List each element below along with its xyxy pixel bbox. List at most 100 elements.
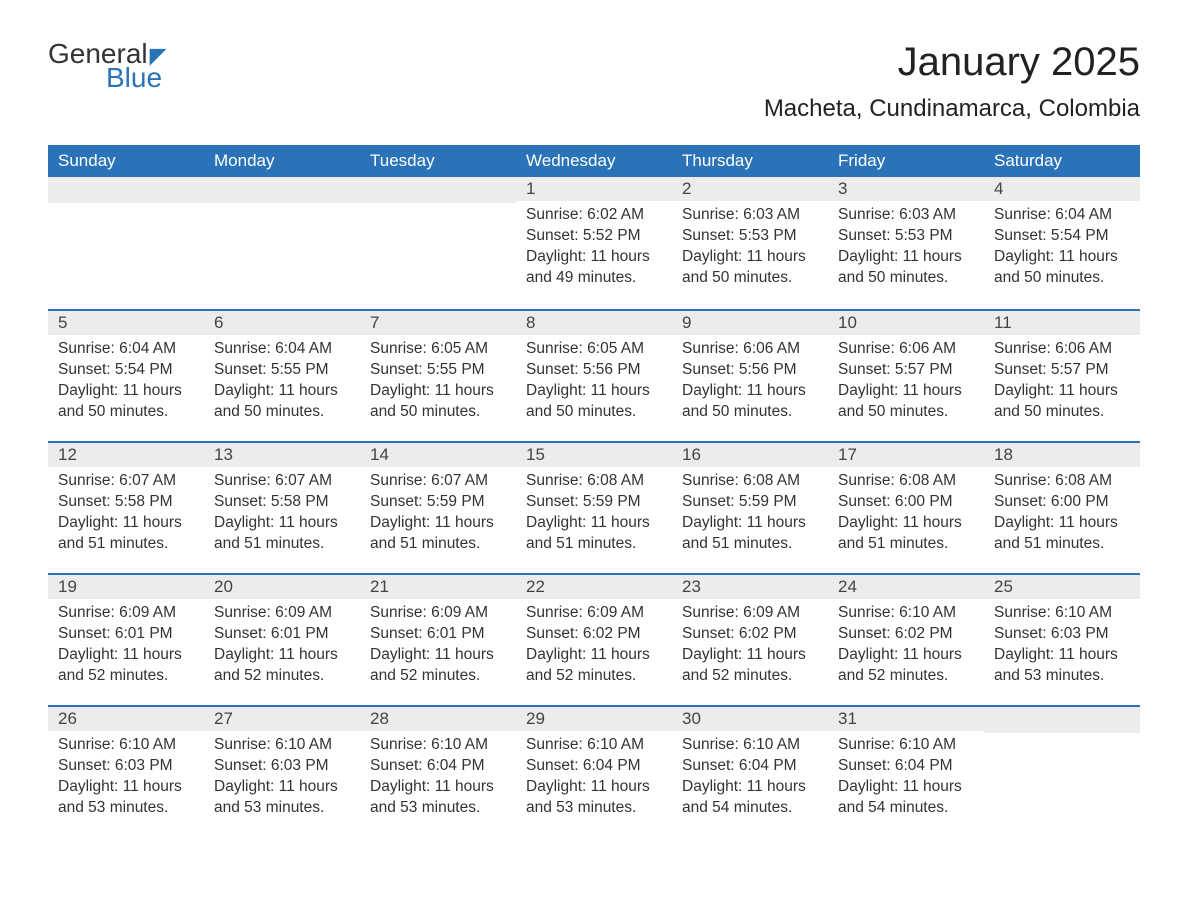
sunset-value: 5:55 PM [271,361,329,378]
daylight-line: Daylight: 11 hours and 50 minutes. [838,381,974,423]
sunrise-label: Sunrise: [58,340,119,357]
day-number: 10 [838,313,857,332]
day-number-bar: 18 [984,441,1140,467]
day-number: 25 [994,577,1013,596]
day-number: 15 [526,445,545,464]
sunset-label: Sunset: [838,361,895,378]
calendar-cell: 28Sunrise: 6:10 AMSunset: 6:04 PMDayligh… [360,705,516,837]
sunset-line: Sunset: 5:58 PM [214,492,350,513]
sunset-value: 6:03 PM [271,757,329,774]
day-number: 31 [838,709,857,728]
day-number-bar: 16 [672,441,828,467]
sunrise-label: Sunrise: [682,340,743,357]
calendar-cell [48,177,204,309]
sunset-label: Sunset: [526,361,583,378]
day-details: Sunrise: 6:04 AMSunset: 5:54 PMDaylight:… [48,335,204,431]
calendar-week-row: 19 Sunrise: 6:09 AMSunset: 6:01 PMDayligh… [48,573,1140,705]
sunset-label: Sunset: [58,757,115,774]
sunrise-line: Sunrise: 6:06 AM [838,339,974,360]
day-number-bar: 2 [672,177,828,201]
daylight-line: Daylight: 11 hours and 50 minutes. [994,247,1130,289]
calendar-cell: 27Sunrise: 6:10 AMSunset: 6:03 PMDayligh… [204,705,360,837]
daylight-label: Daylight: [526,248,591,265]
sunset-label: Sunset: [682,757,739,774]
sunset-value: 5:52 PM [583,227,641,244]
sunset-line: Sunset: 5:55 PM [214,360,350,381]
calendar-table: SundayMondayTuesdayWednesdayThursdayFrid… [48,145,1140,837]
sunrise-value: 6:03 AM [743,206,800,223]
sunset-line: Sunset: 6:01 PM [370,624,506,645]
sunrise-label: Sunrise: [838,736,899,753]
daylight-line: Daylight: 11 hours and 52 minutes. [214,645,350,687]
day-details: Sunrise: 6:10 AMSunset: 6:03 PMDaylight:… [48,731,204,827]
sunrise-value: 6:04 AM [275,340,332,357]
sunset-label: Sunset: [58,493,115,510]
sunset-label: Sunset: [994,625,1051,642]
calendar-cell: 24Sunrise: 6:10 AMSunset: 6:02 PMDayligh… [828,573,984,705]
sunset-label: Sunset: [370,493,427,510]
daylight-line: Daylight: 11 hours and 51 minutes. [370,513,506,555]
sunrise-line: Sunrise: 6:03 AM [838,205,974,226]
sunset-line: Sunset: 6:02 PM [526,624,662,645]
sunrise-line: Sunrise: 6:07 AM [214,471,350,492]
day-details: Sunrise: 6:09 AMSunset: 6:02 PMDaylight:… [672,599,828,695]
brand-logo: General ◤ Blue [48,40,167,92]
weekday-header: Saturday [984,145,1140,177]
day-number-bar: 11 [984,309,1140,335]
sunset-line: Sunset: 6:04 PM [526,756,662,777]
sunset-label: Sunset: [526,625,583,642]
daylight-label: Daylight: [682,248,747,265]
daylight-label: Daylight: [58,514,123,531]
calendar-cell [984,705,1140,837]
daylight-label: Daylight: [526,382,591,399]
day-details: Sunrise: 6:03 AMSunset: 5:53 PMDaylight:… [828,201,984,297]
day-details: Sunrise: 6:03 AMSunset: 5:53 PMDaylight:… [672,201,828,297]
daylight-line: Daylight: 11 hours and 54 minutes. [838,777,974,819]
sunrise-label: Sunrise: [682,736,743,753]
sunrise-line: Sunrise: 6:02 AM [526,205,662,226]
calendar-week-row: 12Sunrise: 6:07 AMSunset: 5:58 PMDayligh… [48,441,1140,573]
day-number: 22 [526,577,545,596]
daylight-line: Daylight: 11 hours and 52 minutes. [370,645,506,687]
day-details: Sunrise: 6:09 AMSunset: 6:01 PMDaylight:… [360,599,516,695]
sunrise-value: 6:10 AM [743,736,800,753]
daylight-line: Daylight: 11 hours and 49 minutes. [526,247,662,289]
sunrise-line: Sunrise: 6:04 AM [58,339,194,360]
day-number: 20 [214,577,233,596]
sunrise-line: Sunrise: 6:10 AM [526,735,662,756]
day-number-bar: 27 [204,705,360,731]
sunrise-label: Sunrise: [682,604,743,621]
sunrise-value: 6:05 AM [587,340,644,357]
sunrise-label: Sunrise: [58,472,119,489]
daylight-label: Daylight: [370,646,435,663]
sunrise-value: 6:08 AM [743,472,800,489]
daylight-label: Daylight: [526,514,591,531]
daylight-line: Daylight: 11 hours and 51 minutes. [58,513,194,555]
day-number: 19 [58,577,77,596]
day-number-bar: 7 [360,309,516,335]
sunrise-line: Sunrise: 6:08 AM [838,471,974,492]
sunset-line: Sunset: 5:54 PM [58,360,194,381]
calendar-body: 1Sunrise: 6:02 AMSunset: 5:52 PMDaylight… [48,177,1140,837]
day-number-bar: 4 [984,177,1140,201]
daylight-line: Daylight: 11 hours and 53 minutes. [370,777,506,819]
day-number-bar: 3 [828,177,984,201]
sunrise-value: 6:07 AM [431,472,488,489]
daylight-label: Daylight: [838,646,903,663]
sunrise-line: Sunrise: 6:10 AM [838,735,974,756]
sunrise-label: Sunrise: [370,340,431,357]
day-number: 11 [994,313,1012,332]
daylight-line: Daylight: 11 hours and 50 minutes. [214,381,350,423]
day-number-bar: 24 [828,573,984,599]
daylight-label: Daylight: [682,646,747,663]
sunset-label: Sunset: [838,625,895,642]
weekday-header: Thursday [672,145,828,177]
sunrise-line: Sunrise: 6:10 AM [58,735,194,756]
sunset-value: 6:02 PM [895,625,953,642]
day-number: 29 [526,709,545,728]
weekday-header: Wednesday [516,145,672,177]
calendar-week-row: 5Sunrise: 6:04 AMSunset: 5:54 PMDaylight… [48,309,1140,441]
calendar-cell: 13Sunrise: 6:07 AMSunset: 5:58 PMDayligh… [204,441,360,573]
sunset-line: Sunset: 6:04 PM [682,756,818,777]
day-number: 14 [370,445,389,464]
